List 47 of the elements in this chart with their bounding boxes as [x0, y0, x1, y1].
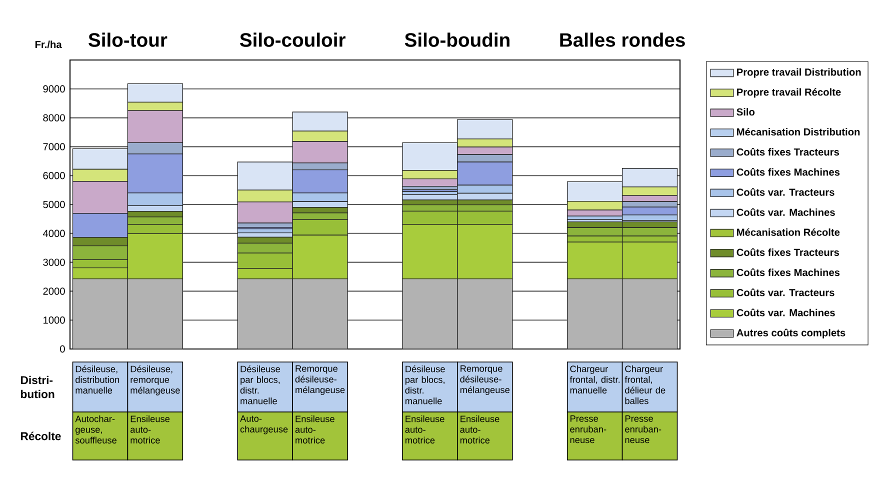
y-axis-title: Fr./ha	[35, 40, 62, 48]
legend-label: Coûts fixes Machines	[736, 168, 840, 176]
text: Ensileuse auto-motrice	[295, 415, 334, 444]
text: Balles rondes	[560, 32, 685, 47]
legend-label: Coûts fixes Machines	[736, 268, 840, 276]
text: Remorque désileuse-mélangeuse	[295, 365, 345, 395]
text: Désileuse par blocs, distr. manuelle	[240, 365, 280, 404]
legend-label: Coûts fixes Tracteurs	[736, 148, 840, 156]
text: Auto-chaurgeuse	[240, 415, 288, 434]
text: Chargeur frontal, distr. manuelle	[570, 365, 620, 394]
legend-label: Coûts var. Machines	[736, 208, 835, 216]
legend-label: Coûts var. Tracteurs	[736, 288, 834, 296]
text: Presse enruban-neuse	[570, 415, 606, 444]
text: Silo-boudin	[404, 32, 510, 47]
text: Autochar-geuse, souffleuse	[75, 415, 117, 444]
legend-label: Propre travail Récolte	[737, 88, 841, 98]
y-tick-label: 9000	[43, 85, 65, 92]
text: Ensileuse auto-motrice	[130, 415, 170, 444]
text: Désileuse, distribution manuelle	[76, 365, 120, 394]
legend-label: Coûts var. Machines	[736, 308, 835, 316]
text: Récolte	[21, 432, 61, 440]
text: Silo-couloir	[240, 32, 346, 47]
text: Distri-bution	[21, 376, 54, 398]
legend-label: Propre travail Distribution	[737, 68, 861, 78]
legend-label: Mécanisation Distribution	[737, 128, 860, 136]
y-tick-label: 8000	[43, 114, 65, 122]
text: Ensileuse auto-motrice	[460, 415, 500, 444]
legend-label: Mécanisation Récolte	[737, 228, 840, 236]
legend-label: Coûts fixes Tracteurs	[736, 248, 840, 256]
text: Chargeur frontal, délieur de balles	[624, 365, 666, 404]
legend-label: Coûts var. Tracteurs	[736, 188, 834, 196]
y-tick-label: 6000	[43, 172, 65, 180]
y-tick-label: 1000	[44, 316, 65, 324]
y-tick-label: 2000	[43, 288, 65, 295]
legend-label: Autres coûts complets	[736, 328, 846, 338]
text: Presse enruban-neuse	[625, 415, 662, 444]
y-tick-label: 3000	[43, 258, 65, 266]
text: Ensileuse auto-motrice	[405, 415, 444, 444]
legend-label: Silo	[736, 108, 755, 116]
y-tick-label: 0	[60, 345, 65, 353]
y-tick-label: 5000	[43, 200, 65, 208]
text: Silo-tour	[88, 32, 168, 47]
text: Désileuse par blocs, distr. manuelle	[405, 365, 445, 404]
y-tick-label: 7000	[43, 143, 65, 150]
text: Désileuse, remorque mélangeuse	[130, 365, 180, 396]
y-tick-label: 4000	[42, 230, 65, 237]
text: Remorque désileuse-mélangeuse	[460, 365, 510, 395]
